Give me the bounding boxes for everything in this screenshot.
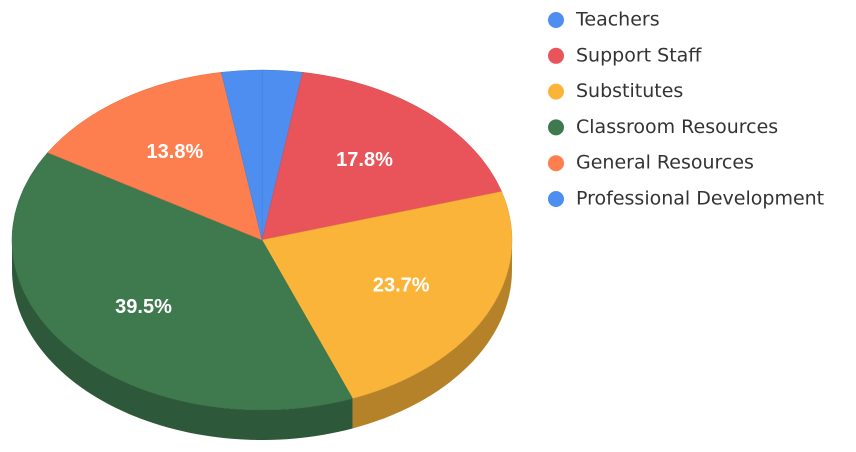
legend-label: Teachers xyxy=(575,9,660,31)
slice xyxy=(261,71,502,241)
legend-label: General Resources xyxy=(576,152,754,174)
slice xyxy=(221,69,263,241)
legend-marker xyxy=(548,191,564,207)
slice-side xyxy=(12,240,353,440)
legend-marker xyxy=(548,12,564,28)
slice-label: 39.5% xyxy=(115,296,172,318)
legend-label: Classroom Resources xyxy=(576,116,778,138)
legend-marker xyxy=(548,155,564,172)
legend-marker xyxy=(548,119,564,136)
slice xyxy=(47,71,263,241)
legend-marker xyxy=(548,47,564,64)
legend-marker xyxy=(548,83,564,100)
legend-label: Professional Development xyxy=(576,188,824,210)
pie-tops xyxy=(11,69,513,411)
legend-label: Substitutes xyxy=(576,80,683,102)
legend-label: Support Staff xyxy=(576,44,702,66)
pie-sides xyxy=(12,240,512,440)
slice xyxy=(11,152,353,411)
slice-label: 23.7% xyxy=(373,275,430,297)
slice-side xyxy=(352,240,512,429)
slice xyxy=(261,191,513,399)
slice-label: 13.8% xyxy=(147,141,204,163)
slice-label: 17.8% xyxy=(336,149,393,171)
